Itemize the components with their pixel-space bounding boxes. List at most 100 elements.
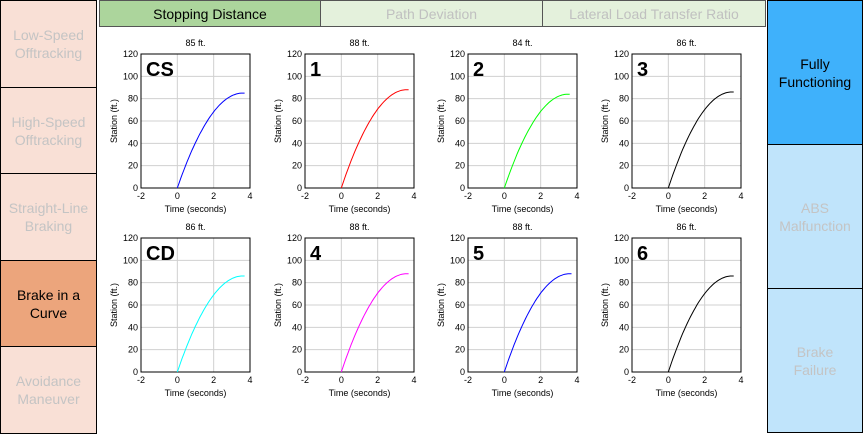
chart-label: CD — [146, 243, 175, 265]
y-tick-label: 0 — [133, 367, 138, 377]
plot-frame — [304, 237, 415, 373]
data-line — [176, 275, 245, 373]
y-tick-label: 80 — [455, 94, 465, 104]
scenario-avoidance-maneuver[interactable]: Avoidance Maneuver — [0, 346, 97, 434]
x-axis-label: Time (seconds) — [165, 388, 227, 398]
scenario-nav: Low-Speed Offtracking High-Speed Offtrackin… — [0, 0, 98, 434]
x-tick-label: 2 — [211, 191, 216, 201]
y-axis-label: Station (ft.) — [109, 99, 119, 143]
y-axis-label: Station (ft.) — [436, 283, 446, 327]
y-tick-label: 100 — [450, 255, 465, 265]
y-tick-label: 40 — [128, 138, 138, 148]
y-tick-label: 100 — [287, 71, 302, 81]
x-axis-label: Time (seconds) — [492, 388, 554, 398]
x-tick-label: 2 — [538, 191, 543, 201]
tab-stopping-distance[interactable]: Stopping Distance — [99, 0, 321, 27]
chart-title: 84 ft. — [512, 38, 532, 48]
scenario-straight-line-braking[interactable]: Straight-Line Braking — [0, 173, 97, 261]
x-tick-label: 0 — [175, 191, 180, 201]
y-tick-label: 120 — [287, 233, 302, 243]
y-tick-label: 120 — [450, 233, 465, 243]
x-tick-label: 2 — [702, 375, 707, 385]
chart-label: 3 — [637, 59, 648, 81]
chart-title: 88 ft. — [349, 222, 369, 232]
plot-frame — [140, 237, 251, 373]
x-tick-label: -2 — [137, 191, 145, 201]
y-tick-label: 0 — [460, 183, 465, 193]
x-tick-label: 4 — [411, 191, 416, 201]
y-tick-label: 0 — [297, 367, 302, 377]
y-tick-label: 60 — [128, 300, 138, 310]
scenario-low-speed-offtracking[interactable]: Low-Speed Offtracking — [0, 0, 97, 88]
chart-title: 88 ft. — [512, 222, 532, 232]
y-tick-label: 80 — [619, 94, 629, 104]
x-tick-label: 2 — [538, 375, 543, 385]
y-tick-label: 100 — [123, 71, 138, 81]
condition-abs-malfunction[interactable]: ABS Malfunction — [767, 144, 863, 289]
y-tick-label: 20 — [619, 345, 629, 355]
y-axis-label: Station (ft.) — [600, 283, 610, 327]
brake-condition-nav: Fully Functioning ABS Malfunction Brake Failu… — [767, 0, 864, 433]
y-tick-label: 60 — [455, 300, 465, 310]
x-tick-label: 0 — [175, 375, 180, 385]
tab-path-deviation[interactable]: Path Deviation — [320, 0, 543, 27]
y-tick-label: 120 — [287, 49, 302, 59]
y-tick-label: 80 — [619, 278, 629, 288]
x-axis-label: Time (seconds) — [329, 204, 391, 214]
y-tick-label: 20 — [128, 161, 138, 171]
x-tick-label: 4 — [247, 191, 252, 201]
y-tick-label: 40 — [292, 138, 302, 148]
data-line — [667, 275, 734, 373]
y-tick-label: 0 — [297, 183, 302, 193]
y-tick-label: 20 — [619, 161, 629, 171]
chart-title: 85 ft. — [185, 38, 205, 48]
nav-label: Brake in a Curve — [16, 286, 81, 321]
y-tick-label: 60 — [619, 116, 629, 126]
y-tick-label: 0 — [624, 367, 629, 377]
chart-label: 4 — [310, 243, 322, 265]
plot-frame — [467, 53, 578, 189]
y-tick-label: 20 — [292, 161, 302, 171]
y-tick-label: 20 — [455, 345, 465, 355]
y-tick-label: 60 — [619, 300, 629, 310]
x-axis-label: Time (seconds) — [492, 204, 554, 214]
x-tick-label: 2 — [375, 191, 380, 201]
x-tick-label: 4 — [738, 191, 743, 201]
plot-frame — [140, 53, 251, 189]
y-tick-label: 100 — [614, 255, 629, 265]
tab-lateral-load-transfer-ratio[interactable]: Lateral Load Transfer Ratio — [542, 0, 766, 27]
y-tick-label: 100 — [614, 71, 629, 81]
y-tick-label: 60 — [292, 300, 302, 310]
chart-label: 5 — [473, 243, 484, 265]
y-tick-label: 20 — [128, 345, 138, 355]
y-tick-label: 80 — [292, 278, 302, 288]
x-tick-label: 0 — [666, 375, 671, 385]
y-tick-label: 120 — [614, 233, 629, 243]
x-axis-label: Time (seconds) — [165, 204, 227, 214]
y-tick-label: 80 — [292, 94, 302, 104]
y-tick-label: 100 — [450, 71, 465, 81]
chart-label: 1 — [310, 59, 321, 81]
y-tick-label: 0 — [133, 183, 138, 193]
y-tick-label: 100 — [287, 255, 302, 265]
y-axis-label: Station (ft.) — [436, 99, 446, 143]
y-tick-label: 20 — [455, 161, 465, 171]
data-line — [667, 91, 734, 189]
y-tick-label: 40 — [455, 322, 465, 332]
plot-frame — [631, 53, 742, 189]
y-tick-label: 40 — [128, 322, 138, 332]
y-tick-label: 60 — [128, 116, 138, 126]
condition-brake-failure[interactable]: Brake Failure — [767, 288, 863, 433]
scenario-brake-in-a-curve[interactable]: Brake in a Curve — [0, 260, 97, 347]
nav-label: Fully Functioning — [778, 55, 852, 90]
x-tick-label: 0 — [339, 375, 344, 385]
scenario-high-speed-offtracking[interactable]: High-Speed Offtracking — [0, 87, 97, 174]
x-tick-label: 0 — [666, 191, 671, 201]
x-tick-label: 0 — [502, 191, 507, 201]
